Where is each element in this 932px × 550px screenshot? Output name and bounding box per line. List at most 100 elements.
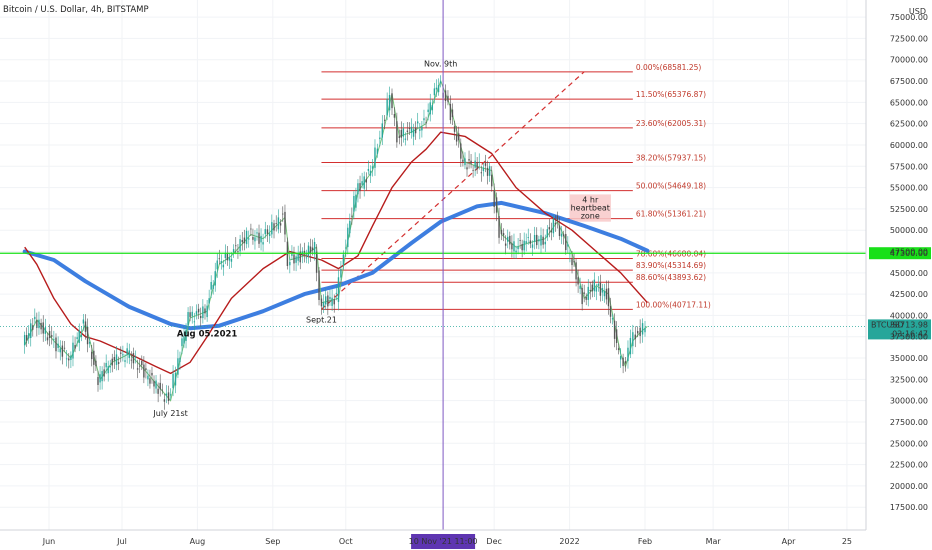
candle-body bbox=[404, 138, 407, 140]
candle-body bbox=[82, 319, 85, 324]
candle-body bbox=[605, 288, 608, 300]
candle-body bbox=[417, 121, 419, 124]
candle-body bbox=[603, 291, 606, 297]
candle-body bbox=[88, 341, 91, 344]
y-tick-label: 40000.00 bbox=[890, 311, 928, 320]
candle-body bbox=[111, 358, 113, 366]
candle-body bbox=[36, 320, 38, 328]
candle-body bbox=[97, 377, 99, 385]
candle-body bbox=[376, 148, 379, 154]
candle-body bbox=[400, 129, 403, 138]
candle-body bbox=[478, 161, 480, 163]
candle-body bbox=[165, 393, 168, 396]
candle-body bbox=[275, 222, 277, 224]
y-tick-label: 70000.00 bbox=[890, 56, 928, 65]
candle-body bbox=[552, 218, 555, 234]
candle-body bbox=[282, 213, 284, 215]
candle-body bbox=[464, 158, 466, 166]
candle-body bbox=[587, 286, 589, 300]
y-tick-label: 37500.00 bbox=[890, 333, 928, 342]
candle-body bbox=[72, 342, 74, 359]
candle-body bbox=[542, 236, 544, 245]
candle-body bbox=[256, 232, 258, 234]
candle-body bbox=[113, 357, 116, 361]
candle-body bbox=[571, 259, 573, 266]
fib-level-label: 0.00%(68581.25) bbox=[636, 63, 702, 72]
candle-body bbox=[155, 380, 157, 389]
y-tick-label: 47500.00 bbox=[890, 248, 928, 257]
candle-body bbox=[30, 323, 32, 339]
candle-body bbox=[76, 337, 78, 339]
candle-body bbox=[318, 270, 320, 300]
candle-body bbox=[345, 247, 347, 249]
candle-body bbox=[393, 113, 396, 118]
candle-body bbox=[388, 95, 391, 111]
candle-body bbox=[222, 264, 225, 268]
currency-label: USD bbox=[909, 7, 926, 16]
candle-body bbox=[619, 356, 622, 360]
fib-level-label: 38.20%(57937.15) bbox=[636, 154, 706, 163]
candle-body bbox=[53, 338, 55, 340]
candle-body bbox=[447, 95, 449, 102]
candle-body bbox=[583, 292, 585, 294]
y-tick-label: 17500.00 bbox=[890, 503, 928, 512]
last-price-tag bbox=[868, 319, 931, 340]
candle-body bbox=[533, 235, 536, 242]
candle-body bbox=[262, 242, 264, 245]
y-tick-label: 65000.00 bbox=[890, 98, 928, 107]
candle-body bbox=[307, 245, 310, 257]
candle-body bbox=[122, 354, 124, 356]
candle-body bbox=[32, 325, 34, 330]
candle-body bbox=[230, 258, 233, 262]
candle-body bbox=[163, 399, 166, 402]
candle-body bbox=[359, 183, 361, 192]
candle-body bbox=[484, 163, 487, 166]
x-tick-label: Jul bbox=[116, 537, 127, 546]
candle-body bbox=[384, 119, 386, 121]
candle-body bbox=[458, 133, 460, 141]
candle-body bbox=[277, 217, 280, 230]
y-tick-label: 32500.00 bbox=[890, 375, 928, 384]
candle-body bbox=[293, 254, 295, 264]
candle-body bbox=[353, 195, 355, 212]
candle-body bbox=[235, 245, 237, 247]
x-tick-label: Mar bbox=[706, 537, 722, 546]
x-tick-label: Jun bbox=[42, 537, 56, 546]
x-tick-label: 25 bbox=[842, 537, 852, 546]
candle-body bbox=[212, 284, 214, 290]
candle-body bbox=[103, 369, 105, 377]
candle-body bbox=[622, 357, 624, 367]
x-axis[interactable]: Jun Jul Aug Sep Oct Dec 2022 Feb Mar Apr 25 bbox=[0, 529, 866, 546]
fibonacci-retracement[interactable]: 0.00%(68581.25) 11.50%(65376.87) 23.60%(62… bbox=[321, 63, 711, 310]
candle-body bbox=[617, 348, 620, 350]
candle-body bbox=[511, 243, 513, 250]
y-tick-label: 42500.00 bbox=[890, 290, 928, 299]
candle-body bbox=[476, 162, 478, 170]
candle-body bbox=[149, 378, 151, 384]
candle-body bbox=[381, 123, 383, 138]
candle-body bbox=[191, 311, 193, 317]
y-tick-label: 22500.00 bbox=[890, 461, 928, 470]
candle-body bbox=[329, 296, 331, 300]
candle-body bbox=[147, 375, 149, 380]
candle-body bbox=[187, 312, 189, 325]
candle-body bbox=[132, 353, 135, 364]
candle-body bbox=[153, 380, 155, 387]
candle-body bbox=[470, 160, 472, 164]
candle-body bbox=[271, 222, 273, 235]
heartbeat-zone-rect bbox=[569, 194, 611, 222]
candle-body bbox=[421, 126, 423, 131]
candle-body bbox=[120, 352, 122, 354]
chart-annotation: Aug 05.2021 bbox=[177, 330, 237, 340]
candle-body bbox=[325, 296, 327, 305]
candle-body bbox=[455, 134, 458, 142]
candle-body bbox=[210, 281, 212, 290]
candle-body bbox=[379, 137, 381, 140]
x-tick-label: Apr bbox=[782, 537, 797, 546]
candle-body bbox=[333, 299, 335, 305]
candle-body bbox=[241, 240, 243, 243]
y-axis[interactable]: 75000.00 72500.00 70000.00 67500.00 65000.00… bbox=[865, 0, 928, 530]
